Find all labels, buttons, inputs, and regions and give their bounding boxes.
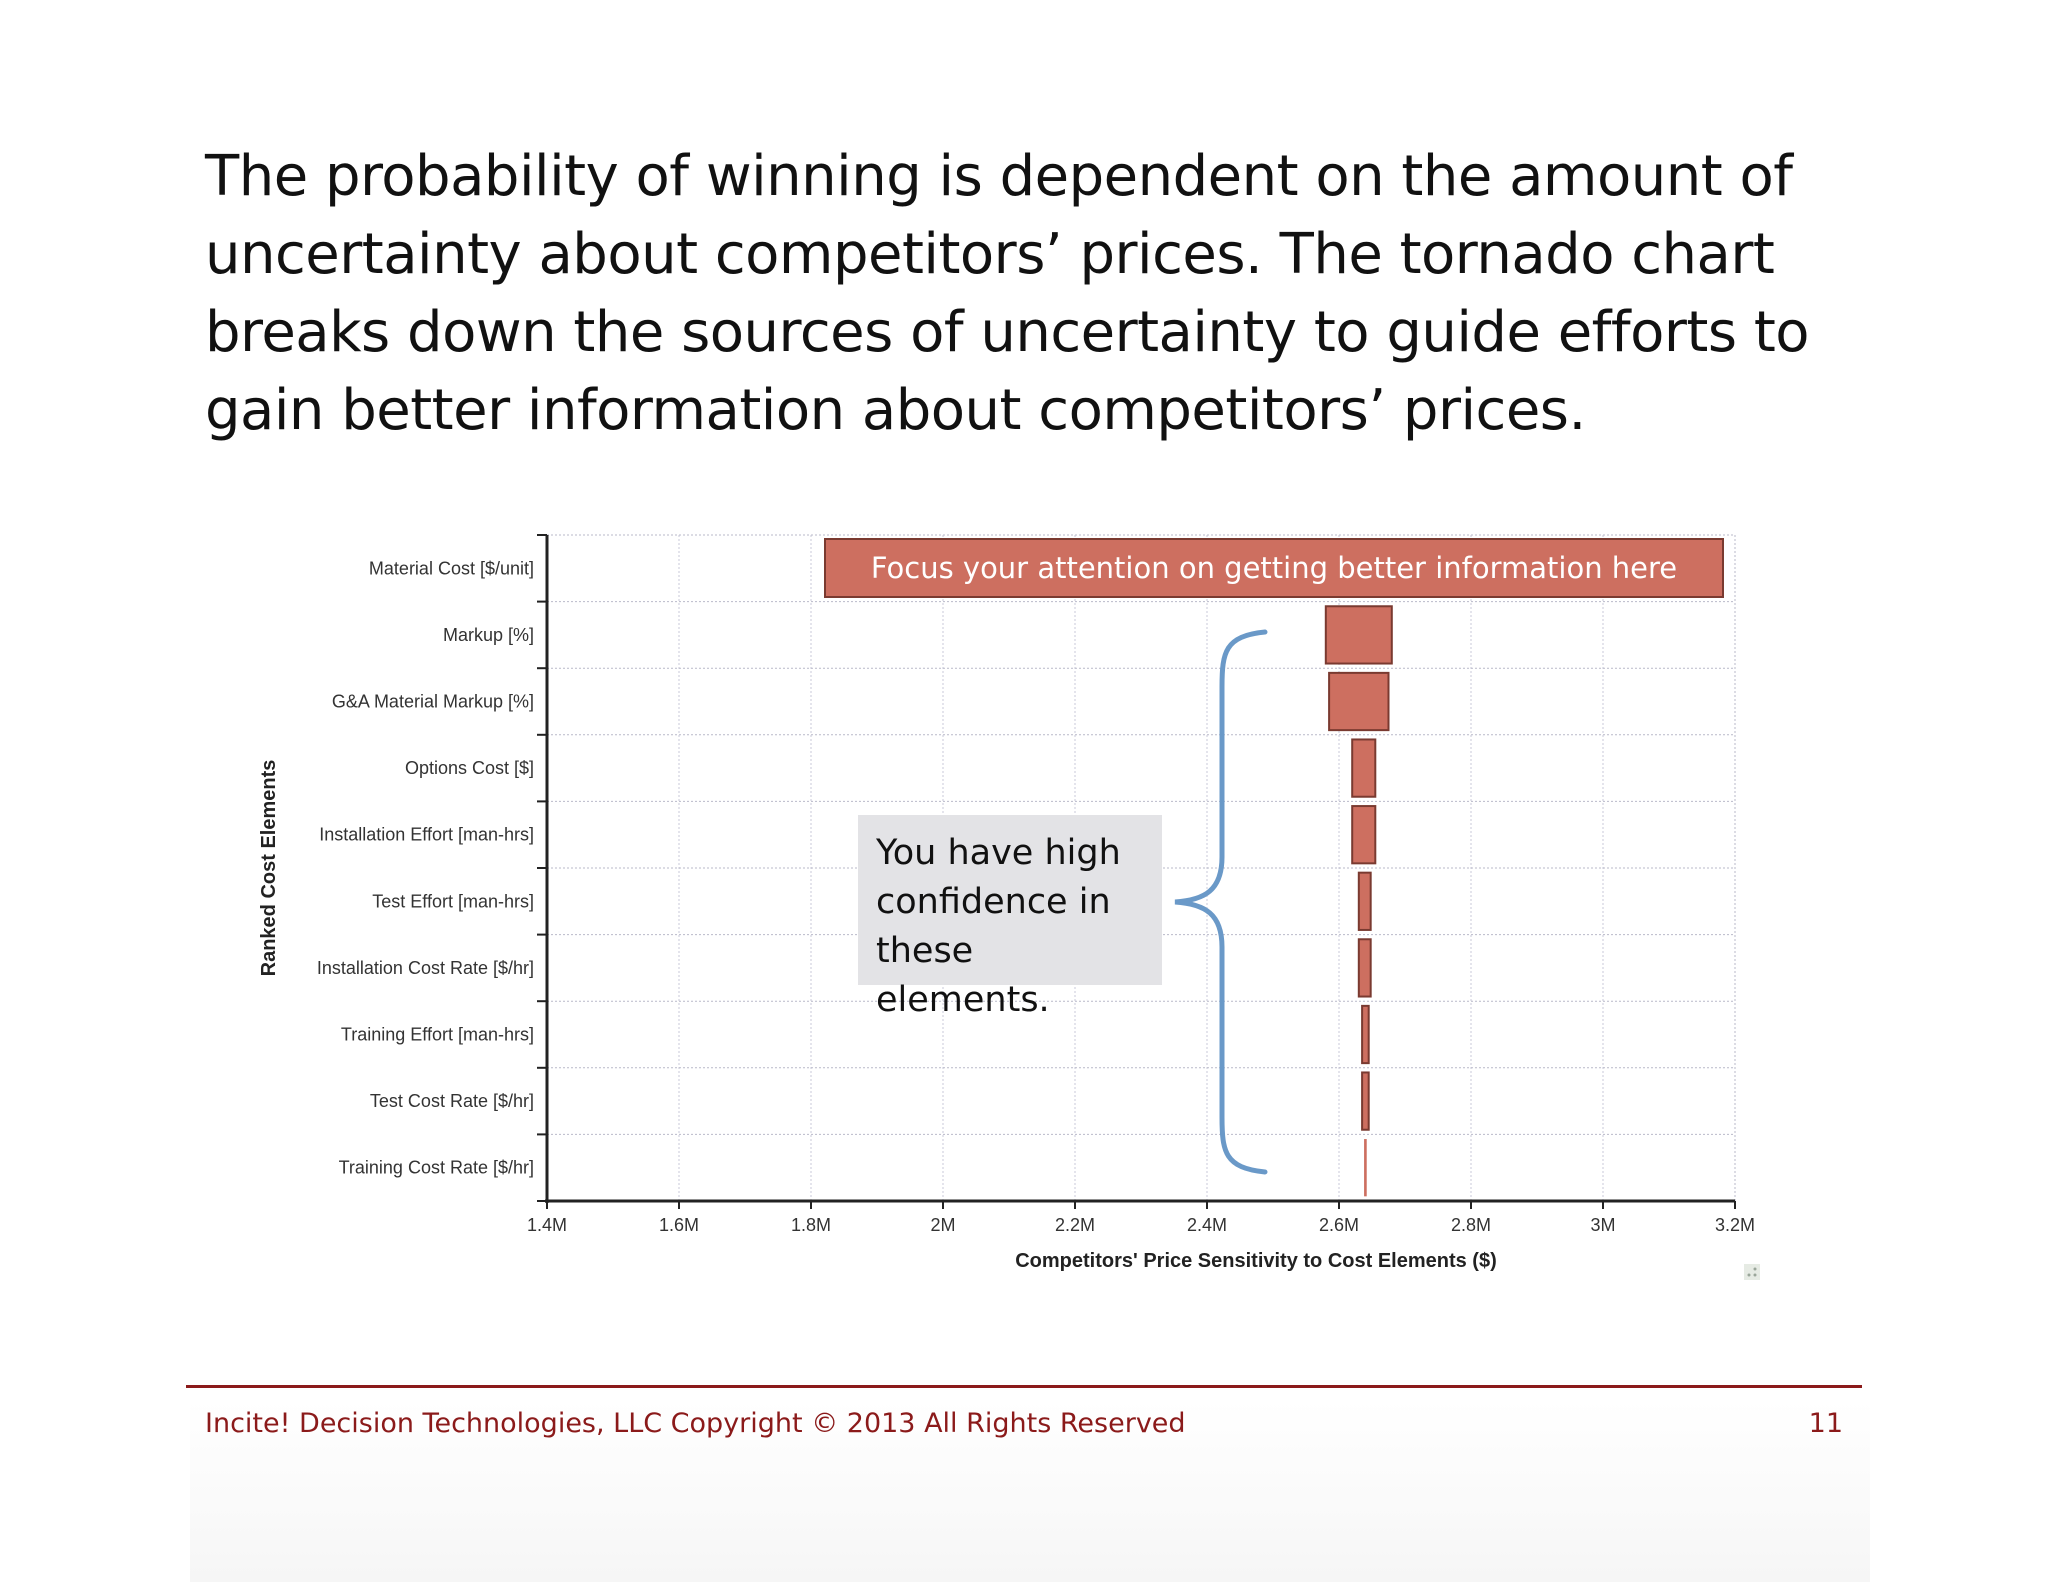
x-tick-label: 3.2M bbox=[1715, 1215, 1755, 1235]
page-number: 11 bbox=[1808, 1408, 1843, 1439]
y-axis-title: Ranked Cost Elements bbox=[258, 760, 280, 977]
tornado-bar bbox=[1351, 805, 1377, 865]
x-tick-label: 2M bbox=[930, 1215, 955, 1235]
slide-background-shade bbox=[190, 1400, 1870, 1582]
tornado-bar bbox=[1351, 738, 1377, 798]
footer-copyright: Incite! Decision Technologies, LLC Copyr… bbox=[205, 1408, 1186, 1439]
tornado-bar bbox=[1364, 1139, 1367, 1197]
x-tick-label: 1.4M bbox=[527, 1215, 567, 1235]
confidence-callout: You have high confidence in these elemen… bbox=[858, 815, 1162, 1020]
tornado-bar bbox=[1361, 1004, 1370, 1065]
x-tick-label: 1.8M bbox=[791, 1215, 831, 1235]
category-label: Training Effort [man-hrs] bbox=[341, 1025, 534, 1045]
x-tick-label: 2.2M bbox=[1055, 1215, 1095, 1235]
focus-callout: Focus your attention on getting better i… bbox=[824, 538, 1724, 598]
x-tick-label: 3M bbox=[1590, 1215, 1615, 1235]
x-tick-label: 2.8M bbox=[1451, 1215, 1491, 1235]
category-label: Test Cost Rate [$/hr] bbox=[370, 1091, 534, 1111]
category-label: Training Cost Rate [$/hr] bbox=[339, 1158, 534, 1178]
x-tick-label: 1.6M bbox=[659, 1215, 699, 1235]
x-tick-label: 2.4M bbox=[1187, 1215, 1227, 1235]
tornado-bar bbox=[1357, 938, 1372, 998]
category-label: Options Cost [$] bbox=[405, 758, 534, 778]
category-label: Markup [%] bbox=[443, 625, 534, 645]
category-label: G&A Material Markup [%] bbox=[332, 692, 534, 712]
category-label: Installation Cost Rate [$/hr] bbox=[317, 958, 534, 978]
category-label: Test Effort [man-hrs] bbox=[372, 891, 534, 911]
tornado-bar bbox=[1361, 1071, 1370, 1131]
curly-bracket bbox=[1174, 629, 1268, 1175]
resize-grip-icon bbox=[1744, 1264, 1760, 1280]
x-axis-title: Competitors' Price Sensitivity to Cost E… bbox=[1015, 1250, 1497, 1272]
slide-heading: The probability of winning is dependent … bbox=[205, 144, 1810, 443]
tornado-bar bbox=[1328, 671, 1390, 732]
category-label: Installation Effort [man-hrs] bbox=[319, 825, 534, 845]
footer-rule bbox=[186, 1385, 1862, 1388]
x-tick-label: 2.6M bbox=[1319, 1215, 1359, 1235]
category-label: Material Cost [$/unit] bbox=[369, 558, 534, 578]
tornado-bar bbox=[1324, 605, 1393, 665]
tornado-bar bbox=[1357, 871, 1372, 931]
